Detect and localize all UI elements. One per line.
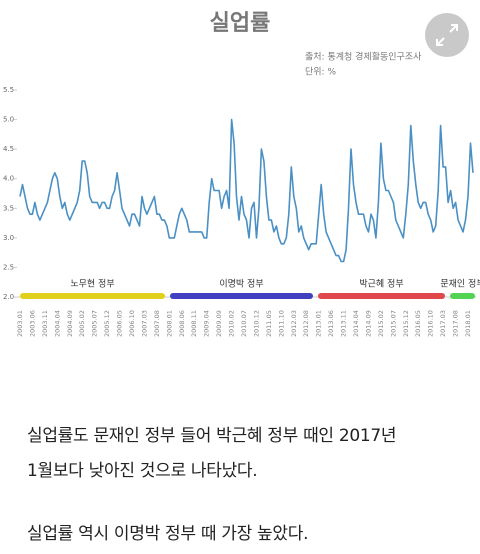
chart-title: 실업률: [210, 11, 271, 36]
x-tick-label: 2011.05: [265, 310, 273, 337]
x-tick-label: 2008.11: [190, 310, 198, 337]
x-tick-label: 2017.03: [439, 310, 447, 337]
period-bar: [318, 293, 445, 299]
y-tick-label: 5.0: [3, 116, 14, 124]
period-bar: [450, 293, 475, 299]
x-tick-label: 2004.04: [53, 310, 61, 337]
period-bar: [170, 293, 313, 299]
x-tick-label: 2003.11: [41, 310, 49, 337]
expand-icon[interactable]: [436, 24, 458, 46]
x-tick-label: 2013.11: [340, 310, 348, 337]
x-tick-label: 2016.05: [414, 310, 422, 337]
x-tick-label: 2006.05: [116, 310, 124, 337]
x-tick-label: 2012.08: [302, 310, 310, 337]
y-tick-label: 5.5: [3, 86, 14, 94]
period-label: 노무현 정부: [70, 279, 114, 290]
x-tick-label: 2015.07: [389, 310, 397, 337]
x-tick-label: 2016.10: [427, 310, 435, 337]
y-tick-label: 3.0: [3, 234, 14, 242]
period-label: 이명박 정부: [219, 279, 263, 290]
x-tick-label: 2007.03: [140, 310, 148, 337]
y-tick-label: 2.0: [3, 293, 14, 301]
x-tick-label: 2006.10: [128, 310, 136, 337]
x-tick-label: 2008.01: [165, 310, 173, 337]
x-tick-label: 2010.02: [228, 310, 236, 337]
y-tick-label: 2.5: [3, 263, 14, 271]
x-tick-label: 2010.07: [240, 310, 248, 337]
y-tick-label: 3.5: [3, 204, 14, 212]
x-tick-label: 2010.12: [252, 310, 260, 337]
x-tick-label: 2009.09: [215, 310, 223, 337]
chart: 실업률 출처: 통계청 경제활동인구조사 단위: % 2.0 2.5 3.0 3.5 4…: [3, 11, 480, 337]
period-bar: [20, 293, 165, 299]
x-tick-label: 2009.04: [203, 310, 211, 337]
period-label: 문재인 정부: [440, 279, 480, 290]
paragraph: 실업률도 문재인 정부 들어 박근혜 정부 때인 2017년: [27, 426, 397, 446]
x-tick-label: 2012.03: [290, 310, 298, 337]
x-tick-label: 2013.06: [327, 310, 335, 337]
x-tick-label: 2008.06: [178, 310, 186, 337]
x-tick-label: 2018.01: [464, 310, 472, 337]
expand-circle[interactable]: [425, 13, 469, 57]
x-tick-label: 2014.09: [364, 310, 372, 337]
period-label: 박근혜 정부: [359, 278, 403, 290]
x-tick-label: 2005.07: [91, 310, 99, 337]
x-tick-label: 2007.08: [153, 310, 161, 337]
x-tick-label: 2003.01: [16, 310, 24, 337]
x-tick-label: 2005.12: [103, 310, 111, 337]
paragraph: 실업률 역시 이명박 정부 때 가장 높았다.: [27, 524, 309, 544]
chart-source: 출처: 통계청 경제활동인구조사: [305, 51, 422, 63]
chart-unit: 단위: %: [305, 67, 336, 78]
x-tick-label: 2014.04: [352, 310, 360, 337]
y-tick-label: 4.5: [3, 145, 14, 153]
x-tick-label: 2011.10: [277, 310, 285, 337]
x-tick-label: 2017.08: [452, 310, 460, 337]
x-tick-label: 2004.09: [66, 310, 74, 337]
x-tick-label: 2015.02: [377, 310, 385, 337]
x-tick-label: 2005.02: [78, 310, 86, 337]
y-tick-label: 4.0: [3, 175, 14, 183]
x-tick-label: 2013.01: [315, 310, 323, 337]
expand-button[interactable]: [425, 13, 469, 57]
x-tick-label: 2003.06: [28, 310, 36, 337]
data-line: [19, 118, 474, 263]
x-tick-label: 2015.12: [402, 310, 410, 337]
paragraph: 1월보다 낮아진 것으로 나타났다.: [27, 461, 258, 481]
